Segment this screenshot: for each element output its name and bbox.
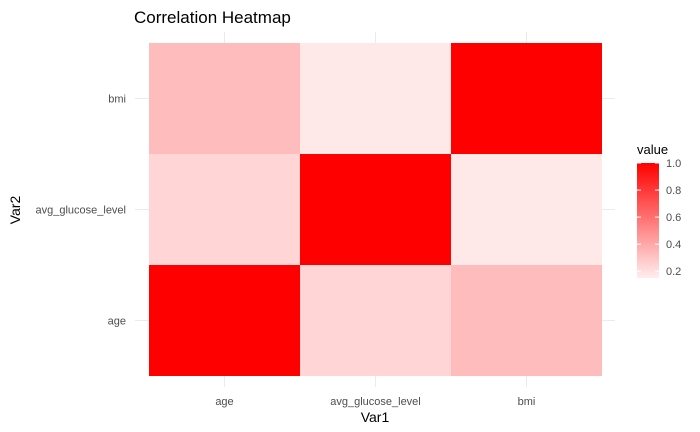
legend-colorbar [637, 163, 659, 278]
legend-title: value [637, 142, 668, 157]
legend-tick-label: 1.0 [666, 158, 681, 170]
legend-tick-label: 0.4 [666, 239, 681, 251]
y-tick-label: age [108, 316, 126, 328]
legend: value 1.0 0.8 0.6 0.4 0.2 [637, 142, 681, 278]
legend-tick-label: 0.2 [666, 266, 681, 278]
x-tick-label: bmi [518, 396, 536, 408]
heatmap-cell-avg_glucose_level-age [300, 265, 451, 376]
heatmap-cell-avg_glucose_level-avg_glucose_level [300, 154, 451, 265]
heatmap-cell-bmi-bmi [451, 43, 602, 154]
x-tick-labels: age avg_glucose_level bmi [215, 396, 535, 408]
x-tick-label: avg_glucose_level [330, 396, 421, 408]
heatmap-cell-bmi-avg_glucose_level [451, 154, 602, 265]
heatmap-cell-bmi-age [451, 265, 602, 376]
legend-tick-label: 0.8 [666, 185, 681, 197]
chart-title: Correlation Heatmap [134, 8, 291, 27]
heatmap-cell-avg_glucose_level-bmi [300, 43, 451, 154]
y-tick-label: bmi [108, 94, 126, 106]
x-tick-label: age [215, 396, 233, 408]
legend-ticks: 1.0 0.8 0.6 0.4 0.2 [637, 158, 681, 278]
heatmap-cell-age-bmi [149, 43, 300, 154]
legend-tick-label: 0.6 [666, 212, 681, 224]
y-tick-labels: age avg_glucose_level bmi [35, 94, 126, 328]
x-axis-label: Var1 [361, 409, 390, 425]
heatmap-cell-age-age [149, 265, 300, 376]
heatmap-cells [149, 43, 602, 376]
y-tick-label: avg_glucose_level [35, 205, 126, 217]
heatmap-cell-age-avg_glucose_level [149, 154, 300, 265]
y-axis-label: Var2 [7, 196, 23, 225]
